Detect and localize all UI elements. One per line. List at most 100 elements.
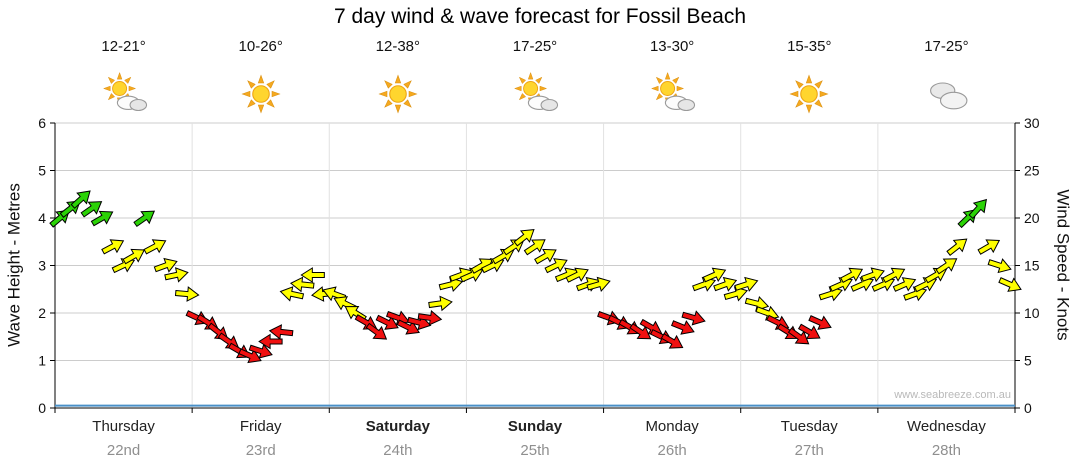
wind-arrow [289, 276, 315, 293]
wind-arrow [946, 238, 968, 256]
day-temp-range: 15-35° [787, 38, 832, 55]
day-date-label: 22nd [106, 442, 141, 459]
wind-arrow [544, 258, 568, 274]
day-name-label: Thursday [92, 418, 155, 435]
day-name-label: Tuesday [780, 418, 838, 435]
wind-arrow [90, 210, 114, 227]
day-temp-range: 12-21° [101, 38, 146, 55]
wind-arrow [808, 315, 832, 330]
wind-arrow [734, 276, 759, 292]
left-axis-tick-label: 0 [38, 400, 46, 416]
wind-arrow [977, 239, 1001, 255]
wind-arrow [143, 239, 167, 255]
wind-arrow [787, 327, 810, 345]
wind-arrow [101, 239, 125, 255]
wind-arrow [428, 295, 453, 312]
wind-arrow [702, 267, 727, 283]
wind-arrow [935, 258, 958, 275]
day-temp-range: 12-38° [375, 38, 421, 55]
day-date-label: 25th [520, 442, 550, 459]
day-temp-range: 10-26° [238, 38, 283, 55]
wind-arrow [565, 267, 589, 283]
wind-arrow [998, 277, 1022, 292]
chart-title: 7 day wind & wave forecast for Fossil Be… [333, 5, 747, 28]
wind-arrow [153, 257, 178, 273]
weather-icon-cell [55, 71, 192, 121]
wind-arrow [80, 201, 103, 218]
wind-arrow [660, 333, 684, 349]
right-axis-tick-label: 15 [1024, 258, 1040, 274]
weather-icon-cell [741, 72, 878, 121]
wind-arrow [860, 267, 885, 283]
wind-arrow [840, 267, 864, 284]
wind-arrow [892, 277, 917, 292]
wind-arrow [629, 323, 652, 340]
wind-arrow [534, 248, 557, 265]
right-axis-tick-label: 30 [1024, 115, 1040, 131]
day-name-label: Saturday [365, 418, 430, 435]
wind-arrow [513, 229, 535, 247]
cloud-icon [930, 82, 968, 110]
weather-icon-cell [466, 71, 603, 121]
right-axis-tick-label: 25 [1024, 163, 1040, 179]
wind-arrow [279, 286, 305, 302]
day-name-label: Sunday [507, 418, 563, 435]
day-name-label: Wednesday [906, 418, 986, 435]
wind-arrow [692, 276, 717, 292]
left-axis-tick-label: 1 [38, 353, 46, 369]
wind-arrow [523, 239, 546, 256]
sun-icon [241, 74, 281, 114]
sun-cloud-icon [513, 71, 559, 112]
day-date-label: 28th [931, 442, 962, 459]
wind-arrow [122, 248, 146, 265]
right-axis-tick-label: 5 [1024, 353, 1032, 369]
left-axis-tick-label: 4 [38, 210, 46, 226]
sun-cloud-icon [651, 71, 696, 112]
wind-arrow [818, 286, 843, 302]
day-date-label: 27th [794, 442, 824, 459]
wind-arrow [903, 286, 928, 302]
wind-arrow [375, 314, 399, 330]
right-axis-tick-label: 10 [1024, 305, 1040, 321]
wind-arrow [882, 267, 906, 284]
wind-arrow [322, 286, 347, 302]
wind-arrow [850, 277, 875, 292]
wind-arrow [396, 319, 420, 335]
left-axis-tick-label: 3 [38, 258, 46, 274]
weather-icon-cell [604, 71, 741, 121]
sun-cloud-icon [102, 71, 147, 112]
wind-arrow [365, 322, 388, 340]
left-axis-tick-label: 6 [38, 115, 46, 131]
left-axis-tick-label: 5 [38, 163, 46, 179]
wind-arrow [300, 267, 325, 283]
day-temp-range: 17-25° [512, 38, 558, 55]
day-temp-range: 13-30° [649, 38, 695, 55]
wind-arrow [438, 276, 464, 293]
wind-arrow [797, 323, 821, 340]
day-date-label: 23rd [245, 442, 276, 459]
wind-arrow [586, 276, 611, 292]
sun-icon [378, 74, 418, 114]
day-name-label: Monday [645, 418, 699, 435]
sun-icon [789, 74, 829, 114]
wind-arrow [968, 198, 987, 220]
day-name-label: Friday [239, 418, 282, 435]
wind-arrow [987, 258, 1012, 274]
weather-icon-cell [329, 72, 466, 121]
watermark: www.seabreeze.com.au [894, 389, 1011, 401]
wind-arrow [174, 286, 200, 302]
wind-arrow [670, 320, 695, 335]
weather-icon-cell [878, 72, 1015, 121]
wind-arrow [417, 309, 443, 326]
wind-arrow [248, 343, 273, 359]
wind-arrow [268, 324, 294, 340]
right-axis-tick-label: 0 [1024, 400, 1032, 416]
wind-arrow [681, 310, 706, 326]
left-axis-tick-label: 2 [38, 305, 46, 321]
wind-arrow [164, 267, 189, 283]
wind-arrow [723, 286, 748, 302]
day-temp-range: 17-25° [924, 38, 969, 55]
wind-arrow [70, 190, 91, 209]
